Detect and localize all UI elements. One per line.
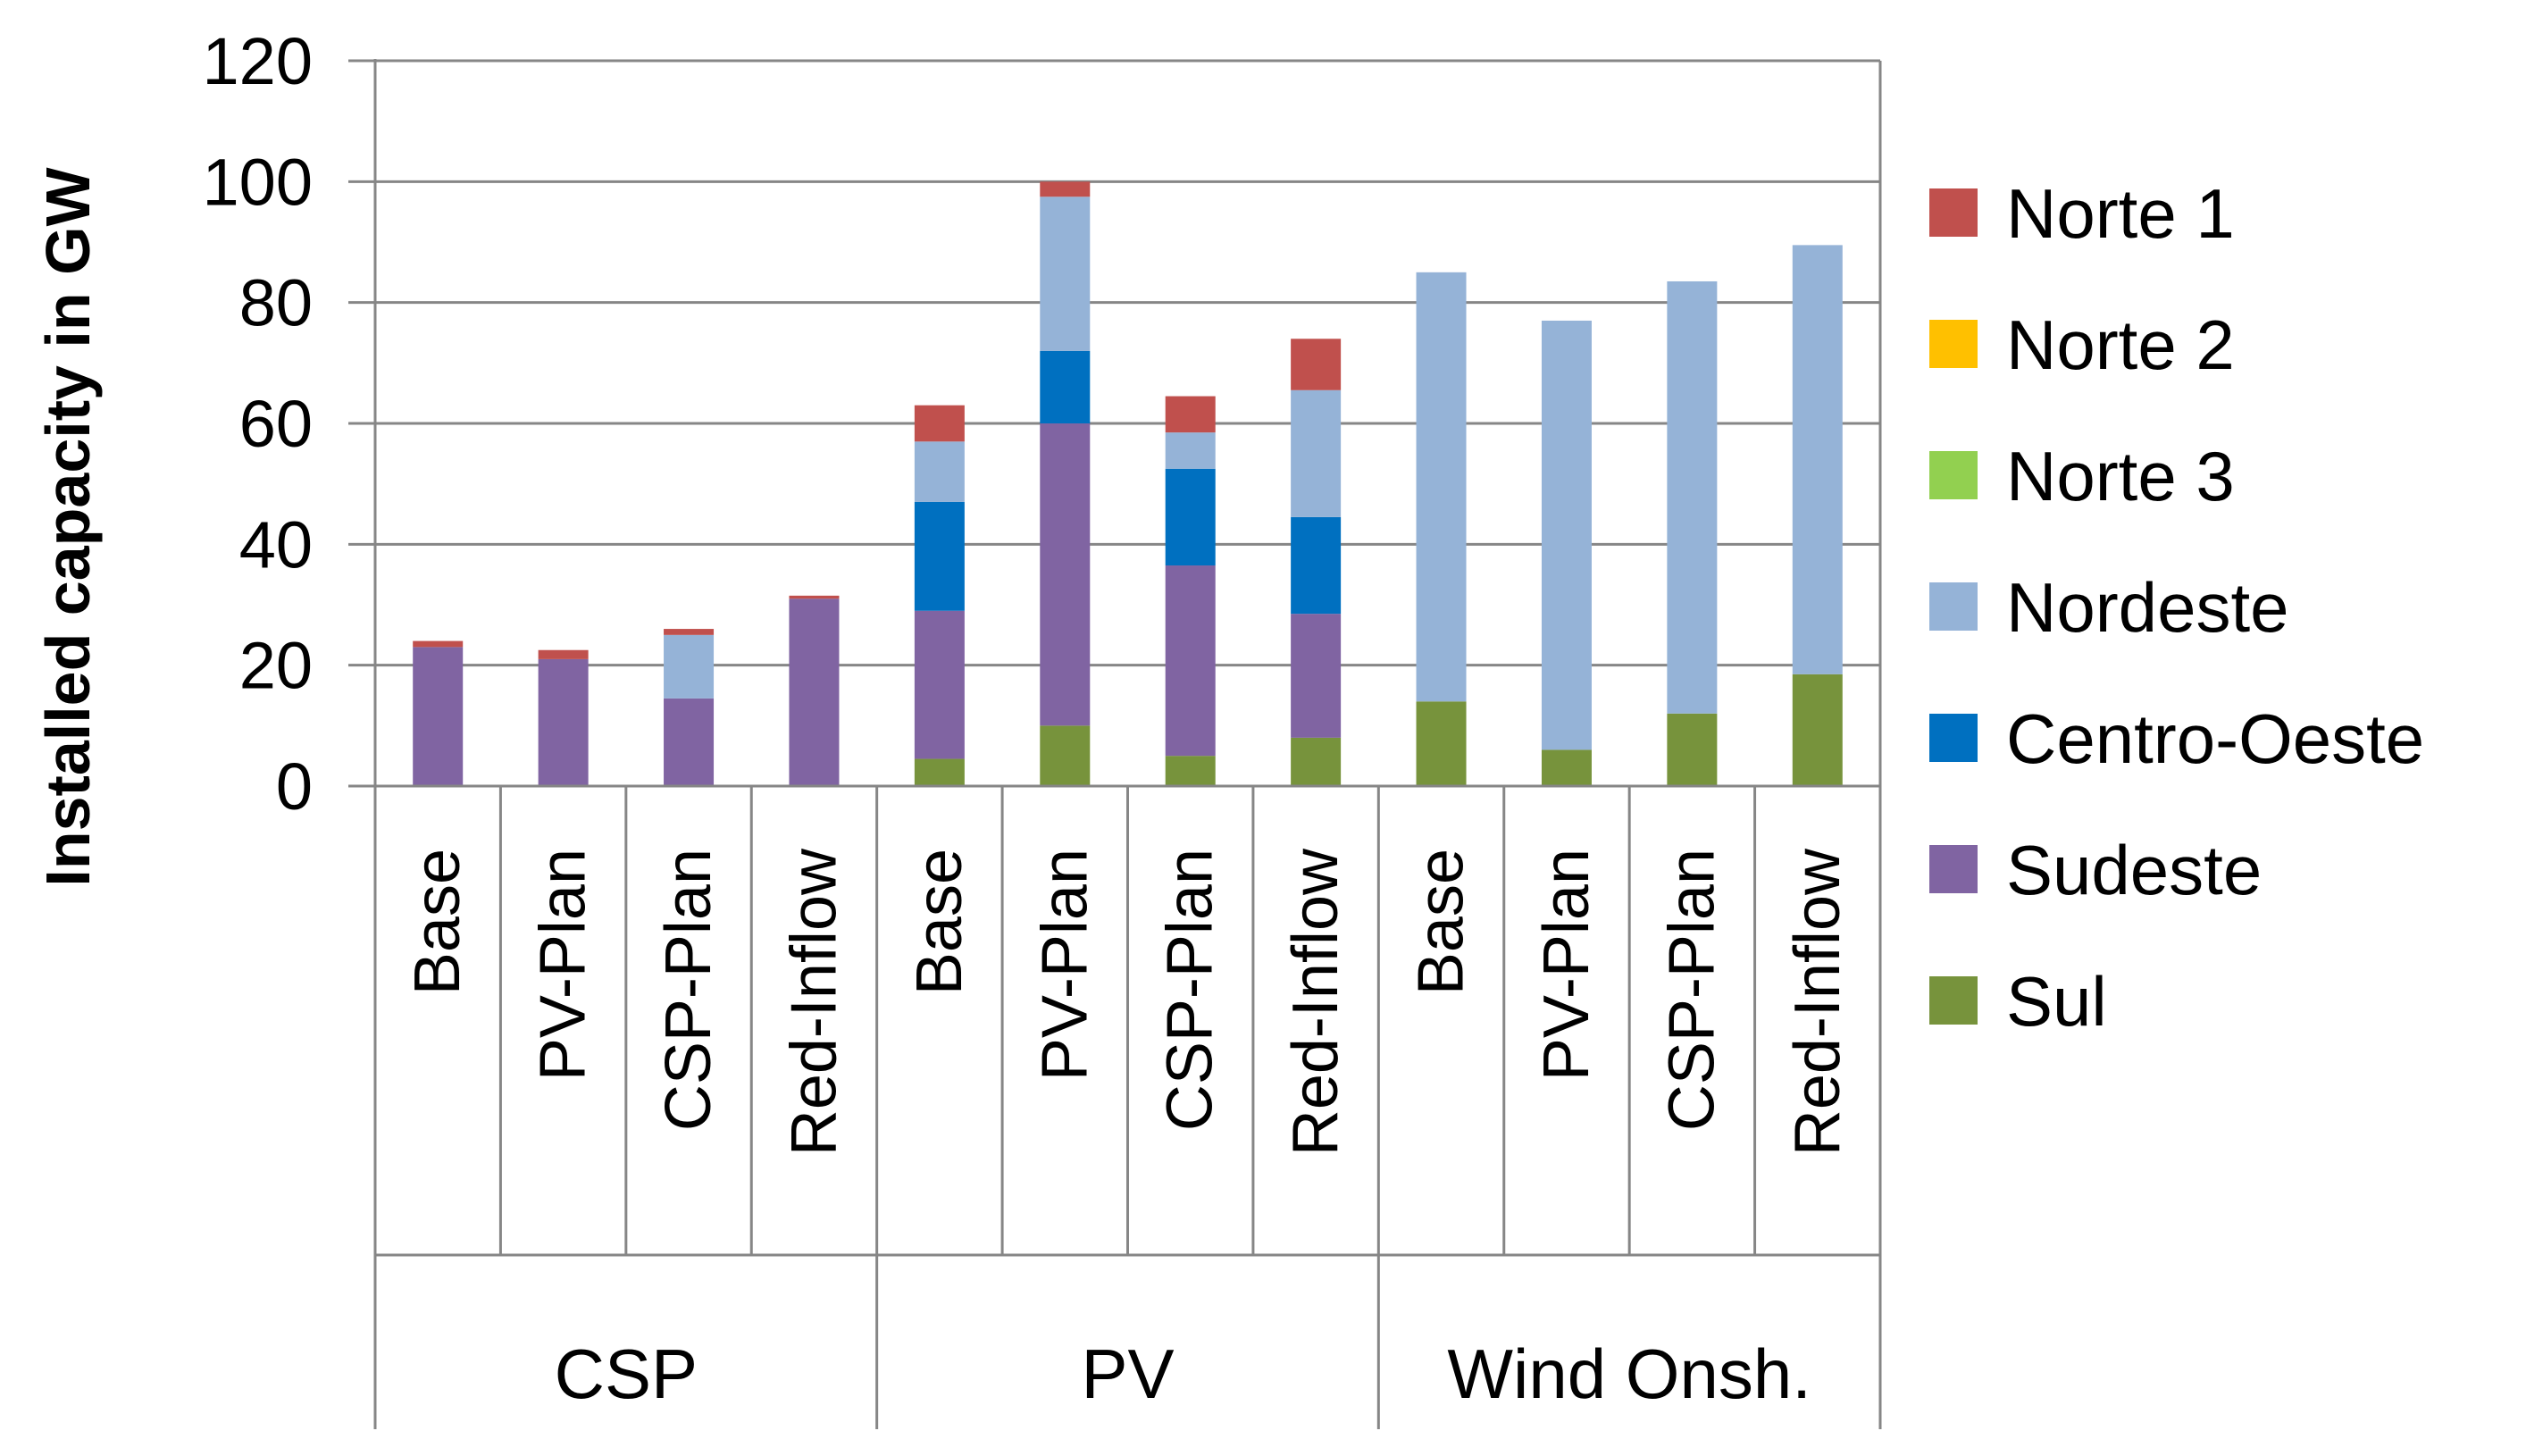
legend: Norte 1 Norte 2 Norte 3 Nordeste Centro-Oest… xyxy=(1929,174,2424,1041)
legend-label-norte-2: Norte 2 xyxy=(2006,305,2235,384)
legend-label-nordeste: Nordeste xyxy=(2006,568,2289,647)
legend-label-centro-oeste: Centro-Oeste xyxy=(2006,699,2424,778)
group-label-csp: CSP xyxy=(555,1335,698,1413)
y-tick-label-40: 40 xyxy=(239,507,313,582)
legend-swatch-centro-oeste xyxy=(1929,714,1978,762)
bar-sudeste-5 xyxy=(1040,423,1091,726)
y-tick-label-80: 80 xyxy=(239,266,313,340)
legend-swatch-norte-1 xyxy=(1929,188,1978,237)
legend-swatch-nordeste xyxy=(1929,582,1978,631)
bar-nordeste-11 xyxy=(1792,245,1843,674)
bar-sudeste-6 xyxy=(1165,565,1216,757)
category-label-4: Base xyxy=(904,849,975,995)
bar-norte-1-3 xyxy=(789,595,840,599)
bar-nordeste-7 xyxy=(1291,389,1342,517)
y-tick-label-20: 20 xyxy=(239,629,313,703)
category-label-2: CSP-Plan xyxy=(653,849,724,1131)
legend-swatch-norte-3 xyxy=(1929,451,1978,499)
legend-label-sul: Sul xyxy=(2006,962,2107,1041)
bar-sul-11 xyxy=(1792,674,1843,786)
bar-sul-10 xyxy=(1667,713,1718,786)
category-label-10: CSP-Plan xyxy=(1656,849,1727,1131)
legend-label-norte-1: Norte 1 xyxy=(2006,174,2235,253)
bar-nordeste-5 xyxy=(1040,197,1091,351)
bar-norte-1-5 xyxy=(1040,181,1091,197)
bar-sul-5 xyxy=(1040,725,1091,786)
y-tick-label-0: 0 xyxy=(276,749,313,824)
bar-sudeste-0 xyxy=(413,647,464,786)
group-labels: CSP PV Wind Onsh. xyxy=(555,1335,1811,1413)
legend-swatch-norte-2 xyxy=(1929,320,1978,368)
bar-sul-9 xyxy=(1541,749,1592,786)
y-axis-title: Installed capacity in GW xyxy=(33,167,103,886)
bar-sul-4 xyxy=(914,758,965,786)
bar-nordeste-6 xyxy=(1165,432,1216,469)
legend-label-norte-3: Norte 3 xyxy=(2006,437,2235,515)
bars xyxy=(413,181,1843,786)
category-label-1: PV-Plan xyxy=(528,849,599,1081)
bar-sudeste-4 xyxy=(914,610,965,759)
y-tick-label-120: 120 xyxy=(203,24,313,98)
bar-norte-1-4 xyxy=(914,405,965,442)
legend-swatch-sudeste xyxy=(1929,845,1978,893)
bar-sudeste-7 xyxy=(1291,614,1342,738)
bar-sudeste-3 xyxy=(789,598,840,786)
axes xyxy=(348,59,1882,1429)
bar-centro-oeste-7 xyxy=(1291,516,1342,615)
category-labels: Base PV-Plan CSP-Plan Red-Inflow Base PV-Plan… xyxy=(402,848,1853,1156)
bar-sudeste-1 xyxy=(538,658,589,786)
bar-centro-oeste-6 xyxy=(1165,468,1216,566)
category-label-8: Base xyxy=(1406,849,1477,995)
bar-norte-1-2 xyxy=(664,629,715,635)
category-label-9: PV-Plan xyxy=(1531,849,1602,1081)
category-label-6: CSP-Plan xyxy=(1155,849,1226,1131)
category-label-11: Red-Inflow xyxy=(1782,848,1853,1156)
bar-nordeste-4 xyxy=(914,441,965,502)
legend-label-sudeste: Sudeste xyxy=(2006,831,2262,909)
bar-nordeste-10 xyxy=(1667,280,1718,714)
bar-norte-1-0 xyxy=(413,640,464,648)
y-tick-labels: 0 20 40 60 80 100 120 xyxy=(203,24,313,824)
bar-sul-8 xyxy=(1416,701,1467,786)
bar-norte-1-1 xyxy=(538,649,589,659)
category-label-3: Red-Inflow xyxy=(778,848,849,1156)
bar-centro-oeste-5 xyxy=(1040,350,1091,423)
bar-nordeste-8 xyxy=(1416,272,1467,702)
legend-swatch-sul xyxy=(1929,976,1978,1025)
bar-sul-7 xyxy=(1291,737,1342,786)
bar-nordeste-2 xyxy=(664,634,715,699)
category-label-5: PV-Plan xyxy=(1029,849,1100,1081)
bar-nordeste-9 xyxy=(1541,320,1592,750)
y-tick-label-100: 100 xyxy=(203,145,313,219)
group-label-pv: PV xyxy=(1081,1335,1174,1413)
category-label-0: Base xyxy=(402,849,473,995)
bar-sul-6 xyxy=(1165,756,1216,786)
bar-centro-oeste-4 xyxy=(914,501,965,611)
bar-norte-1-7 xyxy=(1291,339,1342,390)
bar-sudeste-2 xyxy=(664,698,715,786)
y-tick-label-60: 60 xyxy=(239,387,313,461)
group-label-wind-onsh-: Wind Onsh. xyxy=(1447,1335,1811,1413)
bar-norte-1-6 xyxy=(1165,396,1216,433)
grid-lines xyxy=(375,59,1880,788)
category-label-7: Red-Inflow xyxy=(1280,848,1351,1156)
